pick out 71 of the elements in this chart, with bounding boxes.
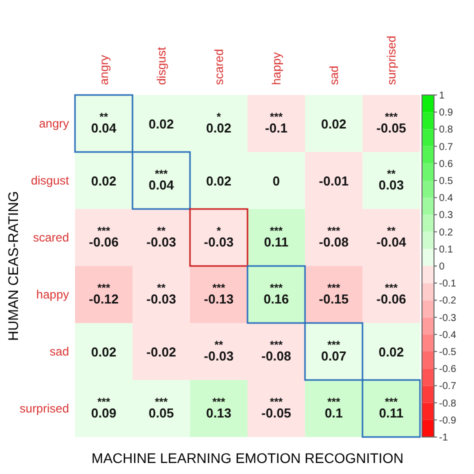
color-bar-label: 0.4 — [439, 193, 454, 204]
color-bar-label: -0.6 — [439, 364, 457, 376]
color-bar-label: -0.3 — [439, 312, 457, 324]
data-label: * 0.02 — [206, 112, 232, 136]
data-label: *** -0.06 — [88, 226, 119, 250]
y-tick-label: happy — [36, 288, 69, 302]
data-label: 0.02 — [91, 174, 116, 188]
data-label: *** -0.08 — [318, 226, 349, 250]
color-bar-label: -0.7 — [439, 381, 457, 392]
data-label: *** 0.11 — [264, 226, 289, 250]
x-tick-label: surprised — [384, 36, 398, 85]
data-label: *** -0.08 — [261, 340, 292, 364]
color-bar-label: 0.5 — [439, 176, 454, 187]
data-label: *** -0.15 — [318, 282, 349, 306]
y-tick-label: disgust — [30, 174, 70, 188]
data-label: *** -0.06 — [376, 282, 406, 306]
data-label: 0.02 — [321, 116, 346, 132]
x-axis-title: MACHINE LEARNING EMOTION RECOGNITION — [92, 450, 404, 466]
color-bar-label: 0.1 — [439, 244, 454, 256]
data-label: *** 0.16 — [264, 282, 289, 306]
x-tick-label: sad — [326, 66, 341, 85]
color-bar-label: -0.4 — [439, 330, 457, 341]
data-label: *** -0.05 — [261, 396, 292, 420]
data-label: ** 0.03 — [378, 168, 404, 192]
color-bar-label: 0.7 — [439, 142, 454, 153]
data-label: ** -0.03 — [146, 282, 176, 306]
data-label: 0.02 — [378, 344, 404, 360]
data-label: -0.02 — [146, 344, 176, 360]
color-bar-label: 0.9 — [439, 108, 454, 119]
data-label: ** -0.04 — [376, 226, 407, 250]
data-label: *** 0.07 — [321, 340, 346, 364]
color-bar-label: -0.9 — [439, 415, 457, 426]
data-label: *** 0.1 — [324, 396, 343, 420]
data-label: 0 — [272, 174, 280, 188]
color-bar-label: 1 — [439, 90, 445, 102]
data-label: 0.02 — [148, 116, 174, 132]
color-bar-label: -0.2 — [439, 296, 457, 307]
y-tick-label: sad — [50, 344, 69, 358]
color-bar-label: 0 — [439, 262, 445, 272]
data-label: ** 0.04 — [91, 112, 118, 136]
color-bar-label: 0.2 — [439, 227, 454, 238]
data-label: *** -0.12 — [88, 282, 119, 306]
y-tick-label: angry — [38, 116, 69, 130]
color-bar-label: -0.1 — [439, 278, 457, 290]
data-label: *** 0.09 — [91, 396, 116, 420]
color-bar-label: 0.6 — [439, 158, 454, 170]
data-label: ** -0.03 — [204, 340, 234, 364]
color-bar-label: 0.3 — [439, 210, 454, 222]
data-label: *** 0.04 — [148, 168, 175, 192]
data-label: *** -0.13 — [204, 282, 234, 306]
data-label: *** -0.05 — [376, 112, 406, 136]
x-tick-label: happy — [269, 52, 284, 85]
data-label: *** 0.13 — [206, 396, 232, 420]
data-label: *** 0.05 — [148, 396, 174, 420]
y-tick-label: surprised — [20, 402, 69, 416]
data-label: * -0.03 — [204, 226, 234, 250]
color-bar-label: -0.5 — [439, 347, 457, 358]
data-label: 0.02 — [91, 344, 116, 360]
data-label: ** -0.03 — [146, 226, 176, 250]
x-tick-label: angry — [96, 54, 111, 85]
data-label: *** 0.11 — [378, 396, 404, 420]
data-label: -0.01 — [318, 174, 349, 188]
data-label: *** -0.1 — [265, 112, 288, 136]
x-tick-label: scared — [212, 48, 226, 85]
color-bar-label: 0.8 — [439, 124, 454, 136]
data-label: 0.02 — [206, 174, 232, 188]
color-bar-label: -1 — [439, 432, 448, 444]
x-tick-label: disgust — [154, 46, 168, 85]
color-bar-label: -0.8 — [439, 398, 457, 410]
y-axis-title: HUMAN CEAS-RATING — [5, 191, 21, 341]
y-tick-label: scared — [32, 230, 69, 244]
